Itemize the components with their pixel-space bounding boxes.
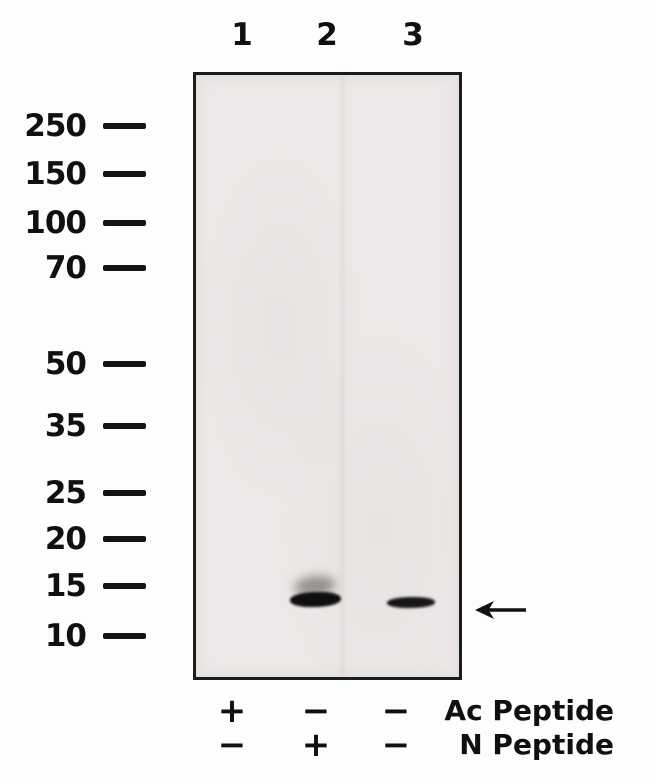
left-arrow-icon [472,597,530,623]
band-lane3 [386,596,436,609]
mw-tick-25 [103,490,146,496]
mw-label-250: 250 [24,108,87,144]
mw-label-25: 25 [44,475,87,511]
mw-tick-10 [103,633,146,639]
mw-label-10: 10 [44,618,87,654]
lane-2-label: 2 [316,17,338,53]
mw-tick-50 [103,361,146,367]
lane-1-label: 1 [231,17,253,53]
mw-tick-35 [103,423,146,429]
ac-peptide-lane2-value: − [301,691,331,731]
n-peptide-lane1-value: − [217,725,247,765]
blot-membrane [193,72,462,680]
membrane-artifact-streak [341,75,344,677]
mw-tick-20 [103,536,146,542]
mw-label-100: 100 [24,205,87,241]
lane-3-label: 3 [402,17,424,53]
mw-tick-100 [103,220,146,226]
band-lane2 [289,591,342,608]
mw-label-20: 20 [44,521,87,557]
mw-label-150: 150 [24,156,87,192]
ac-peptide-lane1-value: + [217,691,247,731]
n-peptide-lane2-value: + [301,725,331,765]
ac-peptide-lane3-value: − [381,691,411,731]
mw-label-50: 50 [44,346,87,382]
n-peptide-label: N Peptide [459,728,614,761]
mw-label-15: 15 [44,568,87,604]
mw-tick-15 [103,583,146,589]
mw-tick-70 [103,265,146,271]
mw-tick-150 [103,171,146,177]
ac-peptide-label: Ac Peptide [444,694,614,727]
n-peptide-lane3-value: − [381,725,411,765]
mw-tick-250 [103,123,146,129]
mw-label-70: 70 [44,250,87,286]
mw-label-35: 35 [44,408,87,444]
